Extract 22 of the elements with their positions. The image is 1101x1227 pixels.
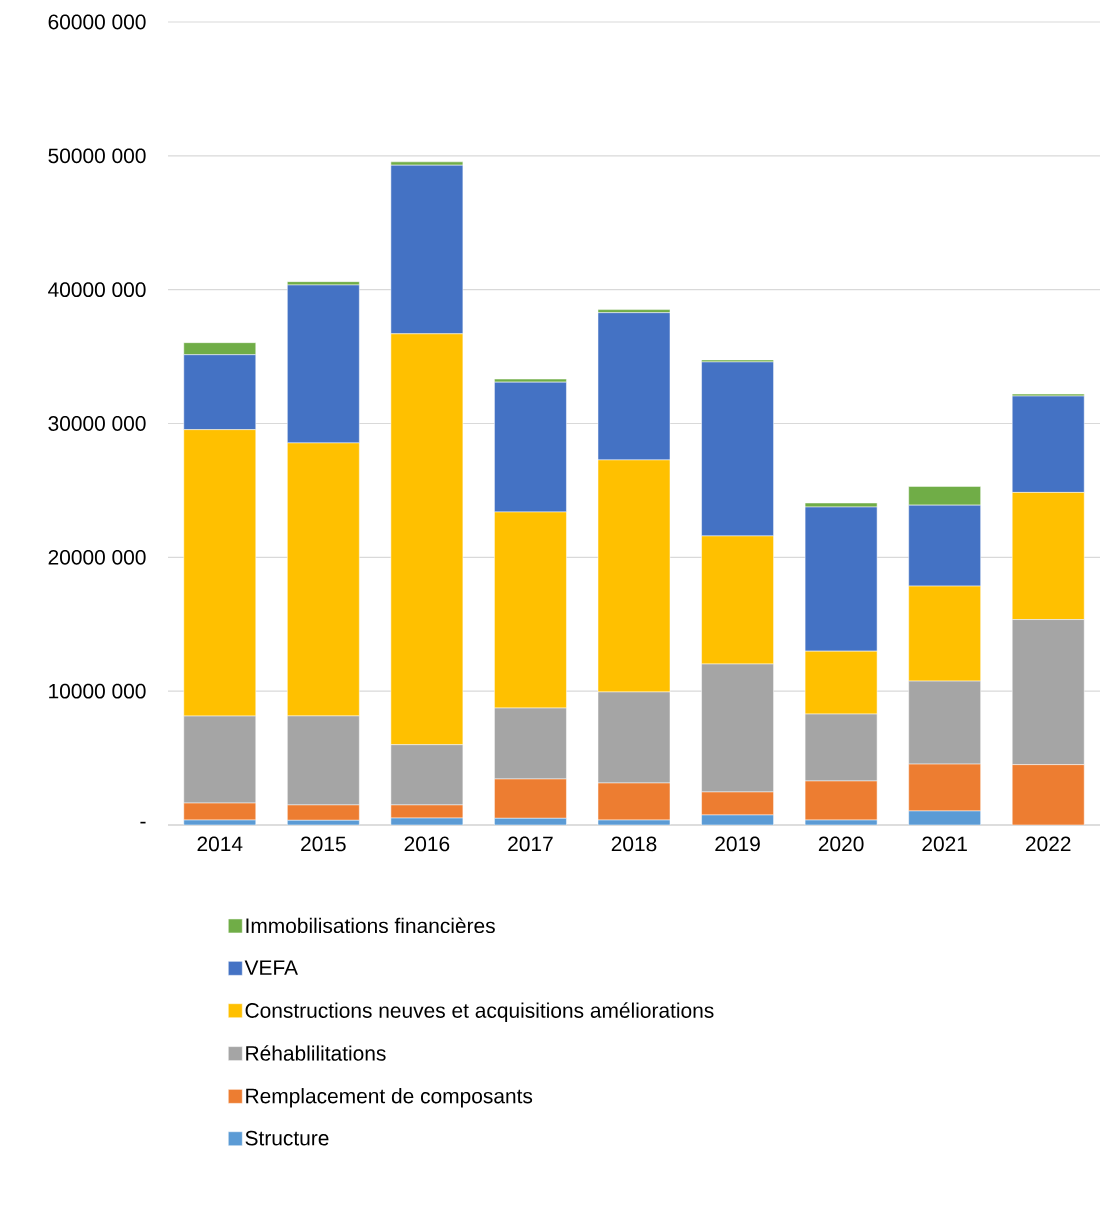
- y-tick-label: 40000 000: [48, 282, 146, 298]
- x-tick-label: 2015: [301, 836, 346, 852]
- y-tick-label: 10000 000: [49, 683, 146, 699]
- legend-label: Réhablilitations: [246, 1045, 386, 1061]
- legend-label: Structure: [245, 1130, 329, 1146]
- x-tick-label: 2018: [611, 836, 657, 852]
- x-tick-label: 2019: [715, 836, 760, 852]
- x-tick-label: 2016: [404, 836, 450, 852]
- legend-label: Constructions neuves et acquisitions améliorations: [245, 1002, 714, 1023]
- x-tick-label: 2014: [197, 836, 243, 852]
- x-tick-label: 2021: [922, 836, 967, 852]
- y-tick-label: 50000 000: [48, 148, 146, 164]
- y-tick-label: -: [140, 821, 146, 824]
- legend-label: Remplacement de composants: [246, 1088, 533, 1108]
- y-tick-label: 30000 000: [48, 416, 146, 431]
- x-tick-label: 2020: [818, 836, 864, 852]
- x-tick-label: 2017: [508, 836, 553, 852]
- y-tick-label: 20000 000: [48, 549, 146, 565]
- legend-label: Immobilisations financières: [246, 917, 495, 934]
- legend-label: VEFA: [244, 960, 298, 975]
- y-tick-label: 60000 000: [48, 14, 146, 30]
- x-tick-label: 2022: [1025, 836, 1071, 852]
